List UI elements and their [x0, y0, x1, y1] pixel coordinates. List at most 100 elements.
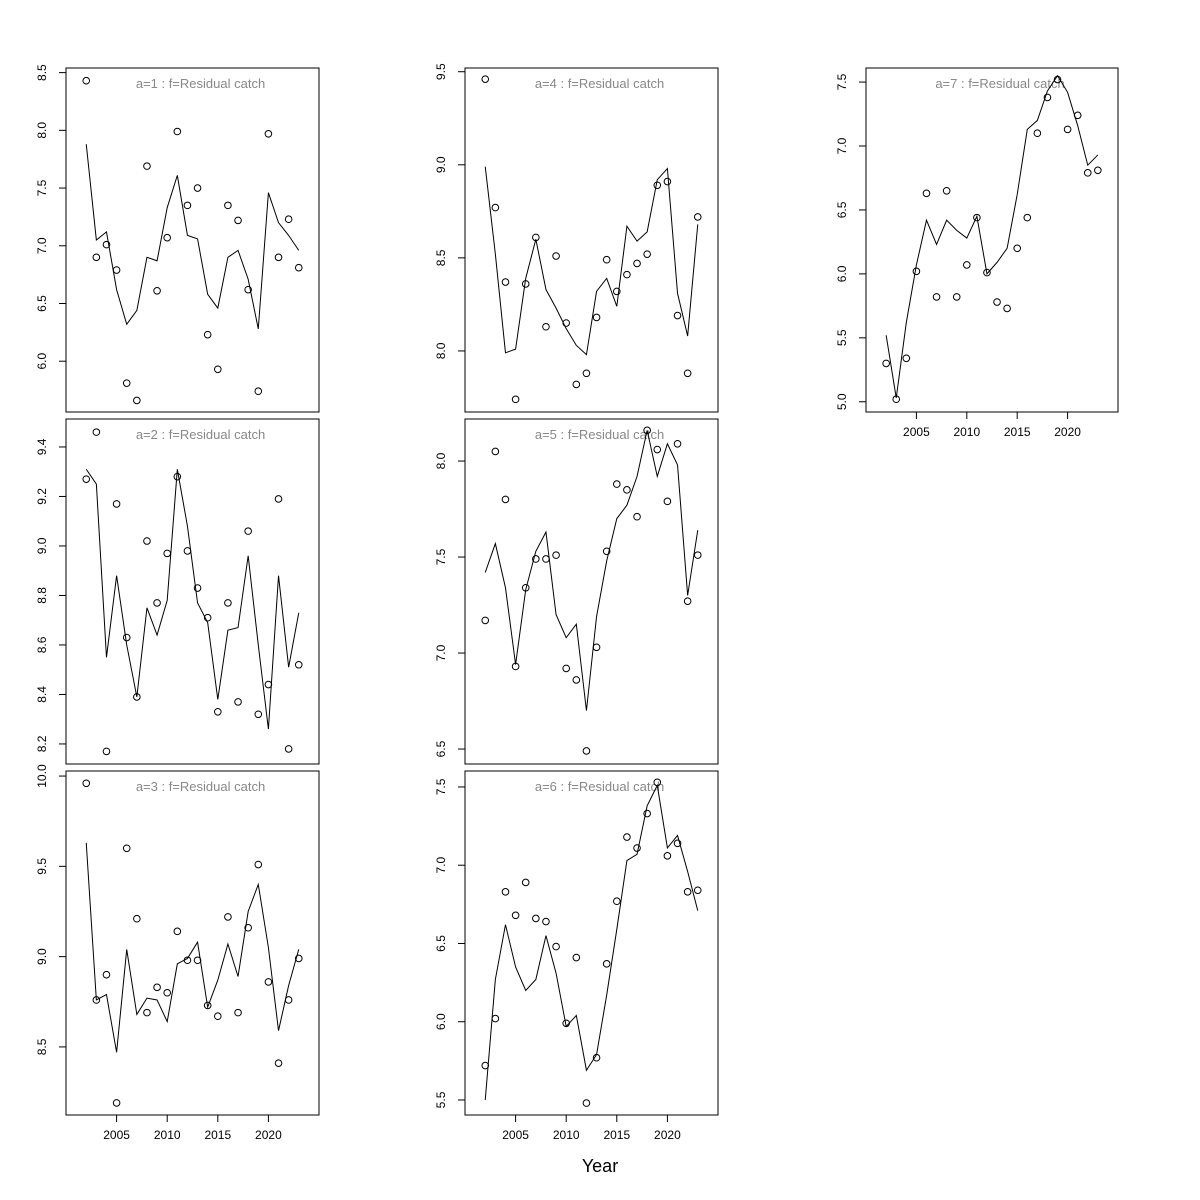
observed-point	[582, 369, 591, 378]
observed-point	[491, 1014, 500, 1023]
x-tick-label: 2020	[654, 1128, 681, 1142]
observed-point	[274, 495, 283, 503]
observed-point	[143, 162, 151, 170]
observed-point	[244, 527, 252, 535]
observed-point	[234, 216, 242, 225]
observed-point	[112, 1099, 121, 1107]
fitted-line	[484, 430, 699, 711]
y-tick-label: 7.5	[35, 179, 49, 196]
fitted-line	[85, 468, 300, 730]
observed-point	[552, 551, 560, 559]
fitted-line	[885, 74, 1099, 399]
y-tick-label: 7.0	[434, 644, 448, 661]
observed-point	[653, 445, 662, 454]
panel-title: a=3 : f=Residual catch	[136, 779, 265, 794]
observed-point	[633, 844, 641, 852]
observed-point	[214, 365, 222, 374]
plot-frame	[865, 67, 1119, 413]
fitted-line	[85, 842, 300, 1053]
y-tick-label: 7.5	[835, 73, 849, 90]
observed-point	[653, 181, 662, 190]
observed-point	[542, 322, 550, 331]
y-tick-label: 8.5	[35, 64, 49, 81]
observed-point	[912, 267, 921, 276]
observed-point	[193, 584, 202, 592]
observed-point	[173, 927, 182, 936]
panel-title: a=1 : f=Residual catch	[136, 76, 265, 91]
observed-point	[82, 779, 91, 788]
observed-point	[501, 888, 510, 896]
fitted-line	[484, 166, 699, 356]
observed-point	[481, 616, 490, 625]
observed-point	[673, 311, 682, 320]
y-tick-label: 8.5	[434, 249, 448, 266]
observed-point	[542, 555, 550, 563]
observed-point	[183, 547, 192, 555]
observed-point	[693, 886, 702, 895]
y-tick-label: 6.5	[434, 740, 448, 757]
x-tick-label: 2005	[903, 425, 930, 439]
observed-point	[153, 983, 161, 992]
x-tick-label: 2005	[103, 1128, 130, 1142]
observed-point	[193, 184, 202, 192]
observed-point	[481, 75, 490, 83]
observed-point	[932, 293, 941, 301]
y-tick-label: 7.0	[35, 237, 49, 254]
observed-point	[224, 201, 232, 210]
y-tick-label: 9.0	[35, 537, 49, 554]
observed-point	[602, 547, 611, 556]
observed-point	[993, 298, 1001, 306]
observed-point	[1063, 125, 1072, 134]
observed-point	[613, 897, 621, 906]
observed-point	[122, 633, 131, 642]
observed-point	[294, 954, 303, 963]
y-tick-label: 9.0	[434, 156, 448, 173]
observed-point	[133, 914, 141, 923]
fitted-line	[484, 783, 699, 1101]
observed-point	[234, 698, 242, 706]
observed-point	[112, 500, 121, 508]
observed-point	[214, 707, 222, 716]
observed-point	[501, 278, 510, 286]
observed-point	[983, 268, 991, 277]
observed-point	[112, 266, 121, 274]
y-tick-label: 8.0	[434, 342, 448, 359]
observed-point	[92, 253, 101, 262]
plot-frame	[464, 67, 719, 413]
x-tick-label: 2015	[204, 1128, 231, 1142]
observed-point	[952, 293, 961, 301]
y-tick-label: 7.5	[434, 548, 448, 565]
plot-frame	[464, 770, 719, 1116]
observed-point	[582, 1099, 591, 1107]
observed-point	[294, 660, 303, 669]
observed-point	[922, 189, 931, 198]
observed-point	[623, 270, 631, 279]
y-tick-label: 9.4	[35, 438, 49, 455]
observed-point	[1033, 129, 1042, 138]
x-tick-label: 2010	[553, 1128, 580, 1142]
observed-point	[693, 551, 702, 559]
observed-point	[92, 428, 101, 436]
observed-point	[122, 379, 131, 387]
observed-point	[532, 914, 540, 923]
observed-point	[1043, 93, 1052, 102]
y-tick-label: 7.5	[434, 778, 448, 795]
observed-point	[572, 676, 581, 684]
observed-point	[1083, 169, 1092, 177]
y-tick-label: 6.5	[434, 935, 448, 952]
plot-frame	[65, 418, 320, 765]
y-tick-label: 8.6	[35, 636, 49, 653]
observed-point	[693, 213, 702, 221]
y-tick-label: 6.5	[835, 201, 849, 218]
observed-point	[633, 259, 641, 268]
y-tick-label: 5.5	[434, 1091, 448, 1108]
observed-point	[153, 286, 161, 295]
observed-point	[643, 426, 651, 435]
x-tick-label: 2020	[1054, 425, 1081, 439]
observed-point	[582, 747, 591, 755]
panel-title: a=6 : f=Residual catch	[535, 779, 664, 794]
y-tick-label: 8.0	[35, 122, 49, 139]
observed-point	[963, 261, 971, 269]
panel-title: a=2 : f=Residual catch	[136, 427, 265, 442]
